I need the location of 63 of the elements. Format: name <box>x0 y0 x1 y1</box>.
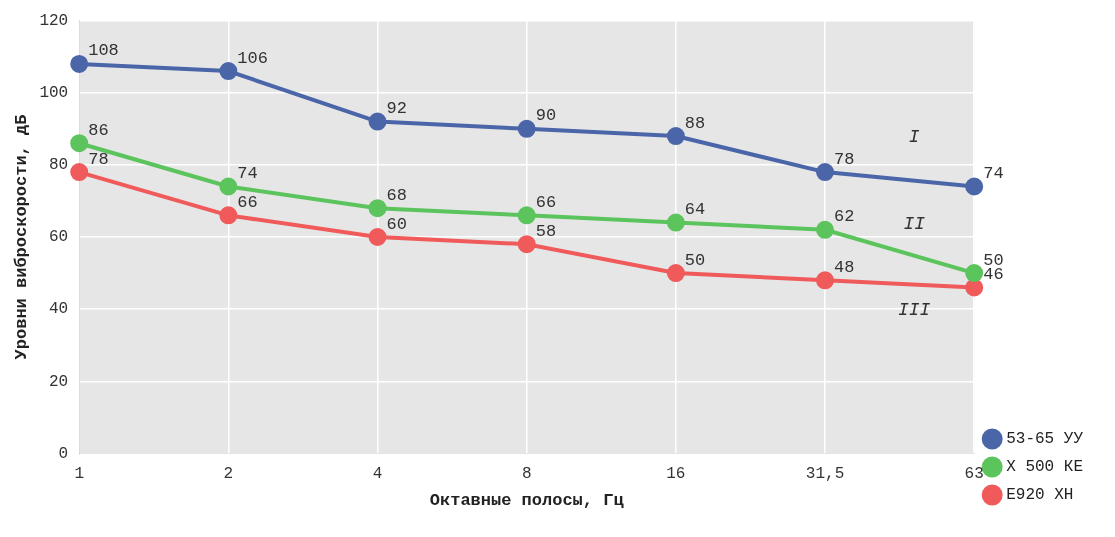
point <box>368 199 387 218</box>
x-tick-label: 4 <box>372 465 383 484</box>
data-label: 50 <box>684 250 706 270</box>
point <box>666 127 685 146</box>
data-label: 88 <box>684 113 706 133</box>
data-label: 106 <box>237 48 268 68</box>
data-label: 66 <box>237 192 258 212</box>
data-label: 58 <box>535 221 557 241</box>
y-tick-label: 100 <box>39 83 69 102</box>
point <box>517 235 536 254</box>
y-tick-label: 80 <box>49 156 69 175</box>
data-label: 74 <box>983 164 1004 184</box>
point <box>666 213 685 232</box>
point <box>219 206 238 225</box>
y-tick-label: 0 <box>58 444 69 463</box>
y-tick-label: 120 <box>39 11 69 30</box>
point <box>368 112 387 131</box>
point <box>965 278 984 297</box>
x-tick-label: 1 <box>74 465 85 484</box>
x-tick-label: 31,5 <box>805 465 845 484</box>
legend-label: 53-65 УУ <box>1006 430 1084 449</box>
annotation: II <box>903 213 926 234</box>
data-label: 74 <box>237 164 258 184</box>
data-label: 78 <box>88 149 109 169</box>
y-tick-label: 20 <box>49 372 69 391</box>
legend-label: Е920 ХН <box>1006 486 1074 505</box>
point <box>368 228 387 246</box>
point <box>70 134 89 153</box>
point <box>70 163 89 182</box>
point <box>965 177 984 196</box>
data-label: 108 <box>88 41 119 61</box>
x-tick-label: 2 <box>223 465 234 484</box>
x-tick-label: 16 <box>666 465 686 484</box>
point <box>517 119 536 138</box>
x-tick-label: 63 <box>964 465 984 484</box>
point <box>517 206 536 225</box>
point <box>816 271 835 290</box>
data-label: 86 <box>88 120 109 140</box>
data-label: 64 <box>684 200 706 220</box>
legend-label: Х 500 КЕ <box>1006 458 1083 477</box>
point <box>965 264 984 283</box>
point <box>816 220 835 239</box>
point <box>70 54 89 73</box>
data-label: 62 <box>834 207 855 227</box>
point <box>219 177 238 196</box>
y-tick-label: 40 <box>49 300 69 319</box>
data-label: 90 <box>535 106 557 126</box>
point <box>816 163 835 182</box>
data-label: 60 <box>386 214 407 234</box>
annotation: III <box>897 300 931 321</box>
data-label: 78 <box>834 149 855 169</box>
annotation: I <box>908 127 920 148</box>
x-tick-label: 8 <box>521 465 532 484</box>
data-label: 66 <box>535 192 557 212</box>
x-axis-title: Октавные полосы, Гц <box>429 491 625 511</box>
point <box>219 62 238 81</box>
data-label: 48 <box>834 257 855 277</box>
data-label: 68 <box>386 185 407 205</box>
y-tick-label: 60 <box>49 228 69 247</box>
data-label: 46 <box>983 264 1004 284</box>
point <box>666 264 685 283</box>
y-axis-title: Уровни виброскорости, дБ <box>12 114 32 360</box>
data-label: 92 <box>386 99 407 119</box>
